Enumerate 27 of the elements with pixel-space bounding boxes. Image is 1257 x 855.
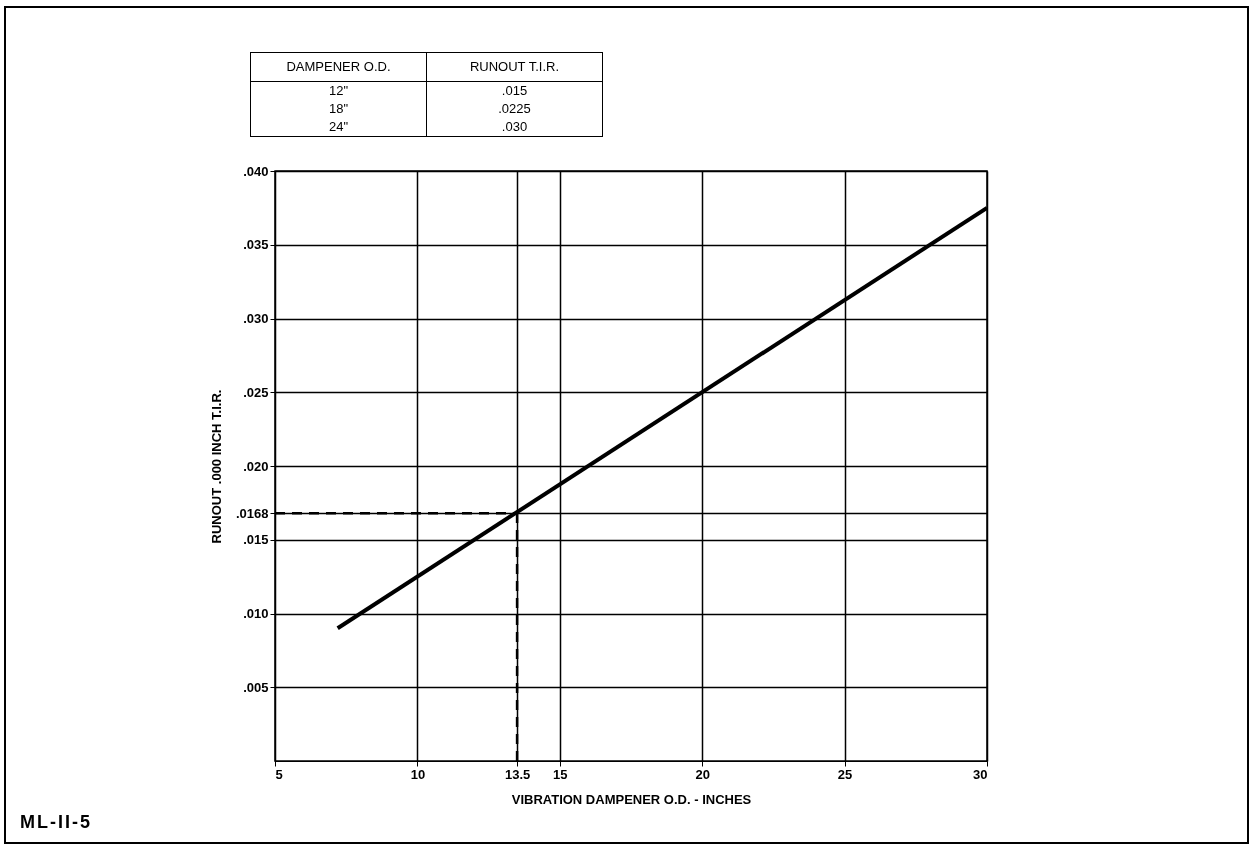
text: .015 xyxy=(426,81,603,100)
x-tick-label: 15 xyxy=(553,766,568,782)
text: RUNOUT T.I.R. xyxy=(426,52,603,82)
y-tick-label: .030 xyxy=(243,311,269,326)
x-tick-label: 13.5 xyxy=(504,766,531,782)
x-axis-title: VIBRATION DAMPENER O.D. - INCHES xyxy=(511,791,752,807)
text: 24" xyxy=(250,118,427,137)
x-tick-label: 20 xyxy=(695,766,710,782)
text: ML-II-5 xyxy=(20,812,92,833)
y-tick-label: .015 xyxy=(243,532,269,548)
y-tick-label: .0168 xyxy=(235,505,269,521)
text: .030 xyxy=(426,118,603,137)
text: 12" xyxy=(250,81,427,100)
y-axis-title: RUNOUT .000 INCH T.I.R. xyxy=(208,389,224,544)
y-tick-label: .025 xyxy=(243,384,269,400)
y-tick-label: .035 xyxy=(243,237,269,253)
text: 18" xyxy=(250,100,427,118)
x-tick-label: 25 xyxy=(837,766,853,782)
x-tick-label: 10 xyxy=(410,766,426,782)
y-tick-label: .010 xyxy=(243,606,269,621)
y-tick-label: .040 xyxy=(243,163,269,179)
x-tick-label: 5 xyxy=(275,766,283,782)
text: DAMPENER O.D. xyxy=(250,52,427,82)
x-tick-label: 30 xyxy=(973,766,988,782)
text: .0225 xyxy=(426,100,603,118)
y-tick-label: .005 xyxy=(243,679,269,695)
y-tick-label: .020 xyxy=(243,458,269,474)
